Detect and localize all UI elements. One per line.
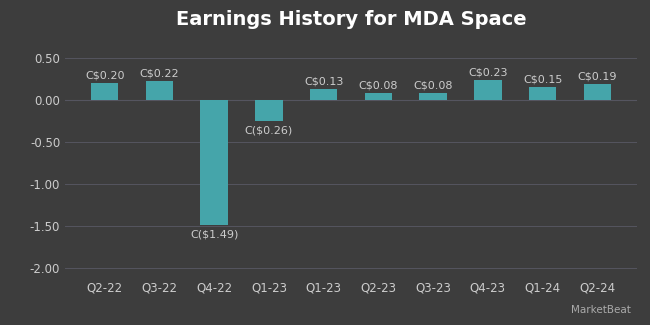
Text: C$0.13: C$0.13 bbox=[304, 76, 343, 86]
Text: C$0.15: C$0.15 bbox=[523, 74, 562, 84]
Bar bbox=[529, 87, 556, 99]
Bar bbox=[474, 80, 502, 99]
Text: C($1.49): C($1.49) bbox=[190, 229, 239, 239]
Text: MarketBeat: MarketBeat bbox=[571, 305, 630, 315]
Bar bbox=[91, 83, 118, 99]
Bar bbox=[310, 89, 337, 99]
Text: C$0.08: C$0.08 bbox=[413, 80, 453, 90]
Text: C$0.08: C$0.08 bbox=[359, 80, 398, 90]
Bar bbox=[146, 81, 173, 99]
Title: Earnings History for MDA Space: Earnings History for MDA Space bbox=[176, 10, 526, 29]
Bar bbox=[365, 93, 392, 99]
Bar bbox=[584, 84, 611, 99]
Text: C($0.26): C($0.26) bbox=[245, 126, 293, 136]
Text: C$0.22: C$0.22 bbox=[140, 69, 179, 79]
Bar bbox=[255, 99, 283, 122]
Text: C$0.20: C$0.20 bbox=[85, 70, 124, 80]
Bar bbox=[200, 99, 228, 225]
Text: C$0.23: C$0.23 bbox=[468, 68, 508, 78]
Text: C$0.19: C$0.19 bbox=[578, 71, 617, 81]
Bar bbox=[419, 93, 447, 99]
